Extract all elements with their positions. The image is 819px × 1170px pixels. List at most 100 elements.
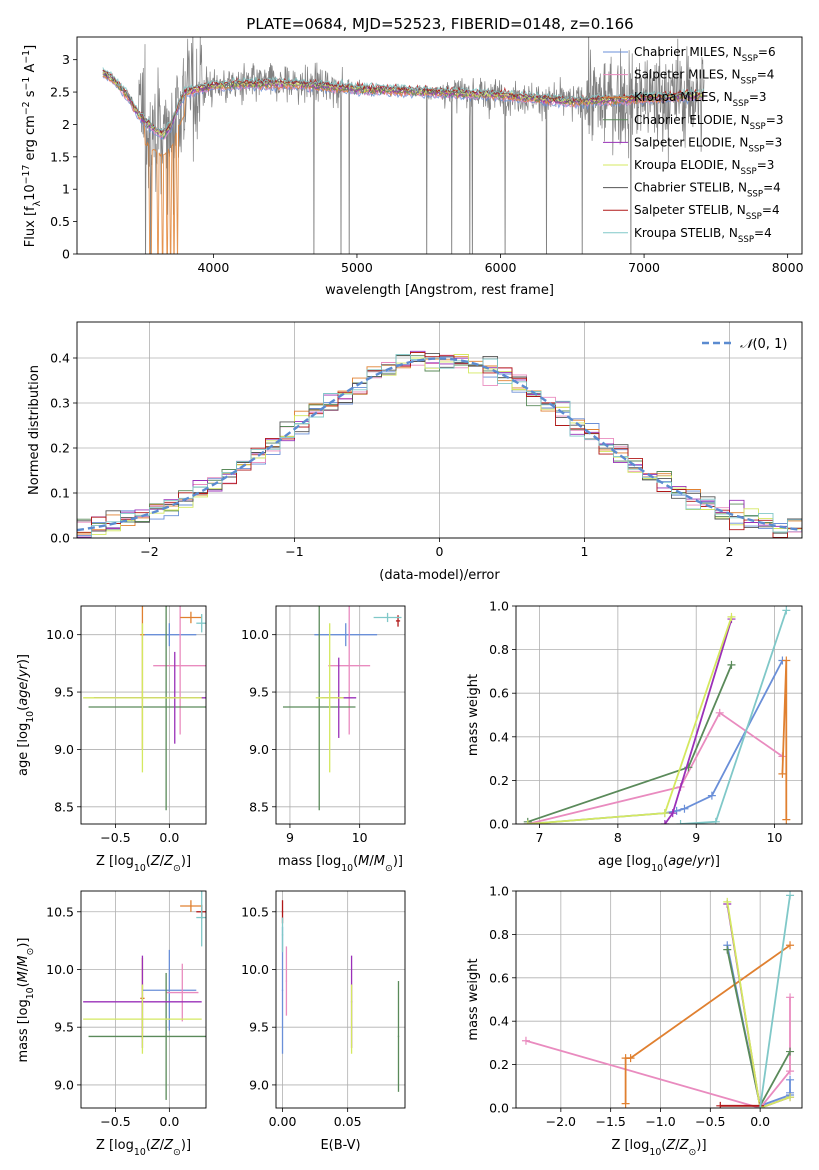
legend-label: Kroupa ELODIE, NSSP=3 [634, 158, 774, 177]
y-tick-label: 2.5 [50, 85, 70, 100]
series-line [525, 997, 791, 1108]
data-point-marker [660, 820, 669, 824]
y-tick-label: 8.5 [249, 799, 269, 814]
data-point-marker [626, 1054, 635, 1063]
series-line [624, 944, 791, 1104]
axes-frame [275, 890, 406, 1109]
histogram-step [77, 354, 802, 538]
y-tick-label: 9.5 [249, 1020, 269, 1035]
model-spectrum-line [102, 67, 704, 132]
x-tick-label: 8000 [772, 260, 804, 275]
legend-label: Salpeter ELODIE, NSSP=3 [634, 135, 782, 154]
y-tick-label: 0.6 [489, 970, 509, 985]
data-point-marker [523, 820, 532, 824]
y-tick-label: 0.4 [50, 351, 70, 366]
y-tick-label: 9.5 [249, 685, 269, 700]
chart-z-massweight: −2.0 −1.5 −1.0 −0.5 0.0 0.0 0.2 0.4 0.6 0.8 1.0 Z [… [466, 884, 803, 1158]
chart-ebv-mass: 0.00 0.05 9.0 9.5 10.0 10.5 E(B-V) [241, 890, 406, 1153]
chart-mass-age: 9 10 8.5 9.0 9.5 10.0 mass [log10(M/M⊙)] [241, 605, 406, 874]
y-tick-label: 0.2 [489, 773, 509, 788]
legend-label: Chabrier ELODIE, NSSP=3 [634, 113, 783, 132]
series-line [527, 711, 783, 824]
axes-frame [515, 605, 803, 825]
y-tick-label: 9.0 [249, 1077, 269, 1092]
x-axis-label: age [log10(age/yr)] [598, 854, 720, 874]
legend-label: 𝒩(0, 1) [740, 337, 787, 352]
x-tick-label: −2.0 [546, 1114, 576, 1129]
x-tick-label: −2 [140, 544, 158, 559]
axes-frame [76, 36, 803, 255]
x-tick-label: 0.0 [159, 1114, 179, 1129]
x-tick-label: 0.0 [159, 830, 179, 845]
y-tick-label: 0.3 [50, 396, 70, 411]
y-tick-label: 0.8 [489, 642, 509, 657]
x-tick-label: −0.5 [100, 830, 130, 845]
y-tick-label: 10.5 [46, 904, 74, 919]
y-tick-label: 2 [62, 117, 70, 132]
legend-label: Chabrier STELIB, NSSP=4 [634, 181, 781, 200]
data-point-marker [716, 1101, 725, 1108]
y-tick-label: 3 [62, 52, 70, 67]
spectrum-plot-area [102, 37, 705, 254]
data-point-marker [782, 656, 791, 665]
x-tick-label: 7000 [628, 260, 660, 275]
age-massweight-plot-area [523, 606, 791, 824]
data-point-marker [786, 1067, 795, 1076]
x-tick-label: 5000 [341, 260, 373, 275]
data-point-marker [727, 612, 736, 621]
legend: 𝒩(0, 1) [702, 337, 787, 352]
data-point-marker [660, 809, 669, 818]
legend-label: Salpeter STELIB, NSSP=4 [634, 203, 780, 222]
y-tick-label: 9.0 [54, 1077, 74, 1092]
legend-label: Chabrier MILES, NSSP=6 [634, 45, 776, 64]
x-axis-label: wavelength [Angstrom, rest frame] [325, 283, 554, 298]
data-point-marker [707, 791, 716, 800]
y-tick-label: 0.2 [489, 1057, 509, 1072]
legend-label: Kroupa MILES, NSSP=3 [634, 90, 767, 109]
y-tick-label: 0.5 [50, 214, 70, 229]
y-tick-label: 10.0 [46, 962, 74, 977]
mass-age-plot-area [282, 606, 402, 811]
y-tick-label: 1 [62, 182, 70, 197]
data-point-marker [778, 769, 787, 778]
axes-frame [80, 605, 207, 825]
data-point-marker [621, 1099, 630, 1108]
y-tick-label: 9.5 [54, 1020, 74, 1035]
legend: Chabrier MILES, NSSP=6 Salpeter MILES, NS… [603, 45, 783, 245]
data-point-marker [521, 1036, 530, 1045]
y-tick-label: 1.0 [489, 599, 509, 614]
x-tick-label: 9 [692, 830, 700, 845]
chart-age-massweight: 7 8 9 10 0.0 0.2 0.4 0.6 0.8 1.0 age [log10(age/yr… [466, 599, 803, 874]
x-tick-label: 6000 [485, 260, 517, 275]
series-line [527, 660, 784, 824]
observed-spectrum-line [102, 37, 705, 254]
x-tick-label: 0 [436, 544, 444, 559]
legend-label: Kroupa STELIB, NSSP=4 [634, 226, 772, 245]
x-tick-label: −1 [285, 544, 303, 559]
y-tick-label: 10.0 [241, 627, 269, 642]
data-point-marker [786, 941, 795, 950]
data-point-marker [756, 1104, 765, 1108]
y-axis-label: mass weight [466, 674, 481, 756]
x-axis-label: E(B-V) [320, 1138, 360, 1153]
y-tick-label: 0 [62, 247, 70, 262]
x-tick-label: 2 [726, 544, 734, 559]
y-tick-label: 0.0 [489, 1101, 509, 1116]
x-tick-label: −0.5 [100, 1114, 130, 1129]
x-tick-label: 0.00 [269, 1114, 297, 1129]
y-tick-label: 9.0 [249, 742, 269, 757]
y-tick-label: 0.2 [50, 441, 70, 456]
axes-frame [515, 890, 803, 1109]
y-tick-label: 9.0 [54, 742, 74, 757]
y-tick-label: 1.0 [489, 884, 509, 899]
chart-z-age: −0.5 0.0 8.5 9.0 9.5 10.0 Z [log10(Z/Z⊙)] age [… [16, 605, 207, 874]
x-tick-label: 1 [581, 544, 589, 559]
x-tick-label: 0.05 [334, 1114, 362, 1129]
data-point-marker [786, 1047, 795, 1056]
x-tick-label: 8 [614, 830, 622, 845]
axes-frame [275, 605, 406, 825]
x-axis-label: (data-model)/error [379, 568, 500, 583]
residuals-plot-area [77, 350, 802, 538]
data-point-marker [680, 804, 689, 813]
